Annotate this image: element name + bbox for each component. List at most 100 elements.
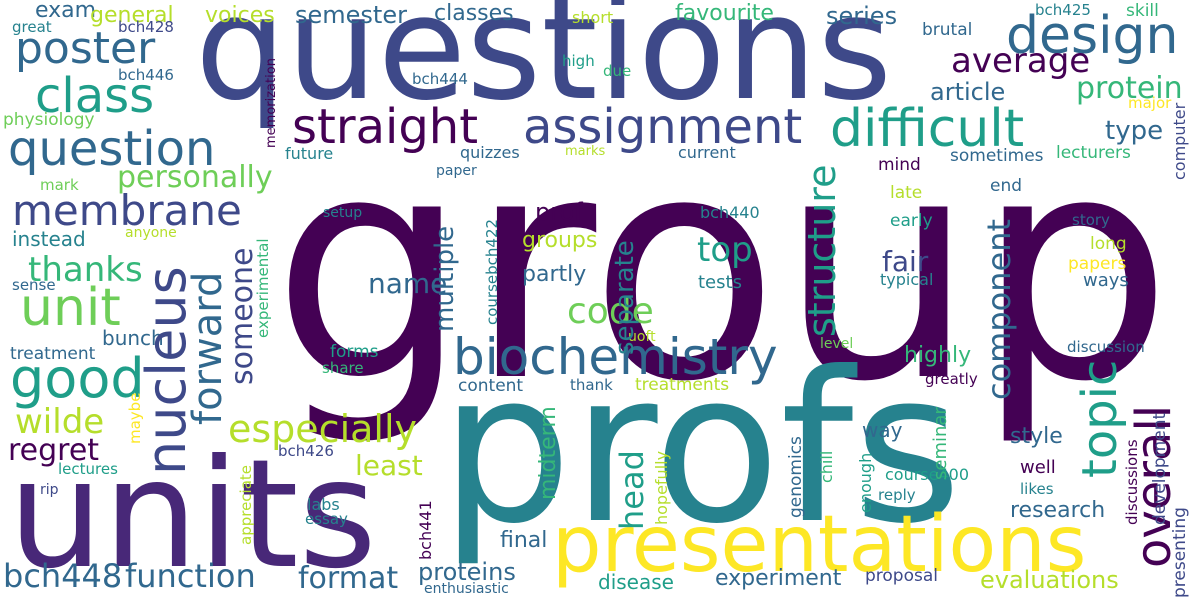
word-separate: separate <box>610 240 640 355</box>
word-share: share <box>322 359 364 377</box>
word-bch446: bch446 <box>118 66 174 84</box>
word-skill: skill <box>1126 1 1159 21</box>
word-style: style <box>1010 424 1063 449</box>
word-setup: setup <box>323 205 363 221</box>
word-research: research <box>1010 498 1106 523</box>
word-course400: course400 <box>885 465 970 484</box>
word-midterm: midterm <box>536 406 561 500</box>
word-mind: mind <box>878 155 921 175</box>
word-development: development <box>1150 412 1170 525</box>
word-disease: disease <box>598 570 674 594</box>
word-major: major <box>1128 94 1172 112</box>
word-short: short <box>572 8 614 27</box>
word-final: final <box>500 528 548 553</box>
word-structure: structure <box>800 164 844 337</box>
word-sense: sense <box>12 276 56 294</box>
word-late: late <box>890 183 923 203</box>
word-fair: fair <box>882 245 929 278</box>
word-marks: marks <box>565 144 606 159</box>
word-story: story <box>1072 211 1110 229</box>
word-assignment: assignment <box>523 99 803 155</box>
word-prof: prof <box>535 198 583 226</box>
word-groups: groups <box>522 228 598 253</box>
word-presentations: presentations <box>552 500 1087 590</box>
word-unit: unit <box>20 278 121 338</box>
word-bch448: bch448 <box>3 557 123 595</box>
word-bch441: bch441 <box>416 500 435 560</box>
word-tests: tests <box>698 272 742 293</box>
word-well: well <box>1020 457 1056 478</box>
word-enough: enough <box>856 452 875 513</box>
word-appreciate: appreciate <box>237 464 255 545</box>
word-paper: paper <box>436 163 477 179</box>
word-level: level <box>820 336 854 352</box>
word-genomics: genomics <box>786 436 806 518</box>
word-questions: questions <box>195 0 893 132</box>
word-highly: highly <box>904 343 972 368</box>
word-membrane: membrane <box>12 186 242 235</box>
word-top: top <box>697 230 753 270</box>
word-great: great <box>12 18 52 36</box>
word-labs: labs <box>307 495 340 514</box>
word-thank: thank <box>570 376 613 394</box>
word-article: article <box>930 78 1006 106</box>
word-class: class <box>35 68 155 124</box>
word-way: way <box>862 418 903 442</box>
word-greatly: greatly <box>925 370 978 388</box>
word-wilde: wilde <box>15 402 105 442</box>
word-partly: partly <box>522 262 587 287</box>
word-quizzes: quizzes <box>460 143 520 162</box>
word-bch444: bch444 <box>412 70 468 88</box>
word-multiple: multiple <box>430 225 460 332</box>
word-function: function <box>125 557 256 595</box>
word-forms: forms <box>330 342 379 362</box>
word-ways: ways <box>1083 270 1129 291</box>
word-presenting: presenting <box>1170 507 1190 598</box>
word-content: content <box>458 376 524 396</box>
word-memorization: memorization <box>264 58 279 148</box>
word-lecturers: lecturers <box>1056 143 1131 163</box>
word-typical: typical <box>880 270 934 289</box>
word-early: early <box>890 211 933 231</box>
word-thanks: thanks <box>28 250 143 290</box>
word-hopefully: hopefully <box>652 450 671 525</box>
word-bch425: bch425 <box>1035 1 1091 19</box>
word-least: least <box>355 449 423 482</box>
word-forward: forward <box>185 271 231 425</box>
word-classes: classes <box>434 1 514 26</box>
word-evaluations: evaluations <box>980 566 1119 594</box>
word-proteins: proteins <box>418 558 516 586</box>
word-treatments: treatments <box>635 375 730 395</box>
word-exam: exam <box>35 0 97 23</box>
word-question: question <box>8 121 216 177</box>
word-rip: rip <box>40 482 59 498</box>
word-experimental: experimental <box>254 238 272 338</box>
word-discussion: discussion <box>1067 338 1145 356</box>
word-poster: poster <box>15 23 156 74</box>
word-likes: likes <box>1020 480 1054 498</box>
word-series: series <box>826 2 898 30</box>
word-protein: protein <box>1076 71 1183 106</box>
word-enthusiastic: enthusiastic <box>424 581 509 597</box>
word-anyone: anyone <box>125 225 177 241</box>
word-group: group <box>272 89 1173 450</box>
word-reply: reply <box>878 486 916 504</box>
word-computer: computer <box>1170 102 1189 180</box>
word-chill: chill <box>817 450 836 483</box>
word-difficult: difficult <box>830 99 1025 159</box>
word-personally: personally <box>117 160 273 195</box>
word-brutal: brutal <box>922 20 973 40</box>
word-regret: regret <box>8 433 100 468</box>
word-experiment: experiment <box>715 566 842 591</box>
word-average: average <box>951 41 1091 81</box>
word-uoft: uoft <box>628 329 656 345</box>
word-format: format <box>298 561 399 596</box>
word-code: code <box>567 291 654 332</box>
word-due: due <box>603 62 632 80</box>
word-bch428: bch428 <box>118 18 174 36</box>
word-type: type <box>1105 116 1164 146</box>
word-discussions: discussions <box>1123 439 1141 525</box>
word-topic: topic <box>1072 359 1128 478</box>
word-biochemistry: biochemistry <box>453 328 778 386</box>
word-bch440: bch440 <box>700 203 760 222</box>
